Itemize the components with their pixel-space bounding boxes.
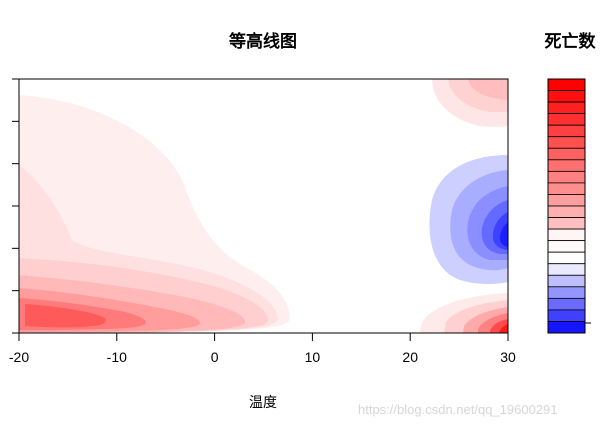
colorbar-segment (547, 263, 586, 276)
colorbar-segment (547, 309, 586, 322)
colorbar-segment (547, 78, 586, 91)
colorbar-title: 死亡数 (545, 31, 597, 52)
colorbar (547, 78, 591, 334)
contour-regions (19, 79, 508, 333)
colorbar-segment (547, 101, 586, 115)
colorbar-segment (547, 205, 586, 218)
colorbar-segment (547, 228, 586, 242)
colorbar-segment (547, 321, 586, 334)
colorbar-segment (547, 124, 586, 138)
colorbar-segment (547, 194, 586, 207)
x-axis: -20 -10 0 10 20 30 (9, 333, 516, 365)
x-tick-label: -20 (9, 349, 29, 365)
x-tick-label: 0 (211, 349, 219, 365)
plot-area (18, 78, 509, 334)
chart-title: 等高线图 (229, 31, 297, 52)
colorbar-segment (547, 182, 586, 195)
y-axis (12, 78, 19, 334)
colorbar-segment (547, 297, 586, 311)
contour-band (499, 324, 508, 333)
colorbar-segment (547, 90, 586, 103)
x-tick-label: 30 (500, 349, 516, 365)
colorbar-segment (547, 136, 586, 149)
colorbar-segment (547, 251, 586, 265)
colorbar-segment (547, 159, 586, 172)
x-tick-label: -10 (107, 349, 127, 365)
contour-lobe-upper-right (432, 79, 508, 127)
colorbar-segment (547, 274, 586, 288)
contour-band (468, 79, 508, 100)
colorbar-segment (547, 240, 586, 253)
contour-lobe-lower-right (420, 293, 508, 333)
colorbar-segment (547, 113, 586, 126)
colorbar-segment (547, 286, 586, 299)
contour-band (25, 304, 106, 328)
x-tick-label: 20 (402, 349, 418, 365)
colorbar-segment (547, 147, 586, 161)
contour-lobe-lower-left (19, 95, 290, 333)
colorbar-segment (547, 217, 586, 230)
colorbar-segment (547, 170, 586, 184)
colorbar-frame (547, 78, 586, 334)
contour-band (500, 222, 508, 247)
watermark: https://blog.csdn.net/qq_19600291 (358, 402, 558, 417)
x-axis-label: 温度 (249, 395, 277, 411)
x-tick-label: 10 (305, 349, 321, 365)
contour-lobe-right-blue (429, 155, 508, 284)
